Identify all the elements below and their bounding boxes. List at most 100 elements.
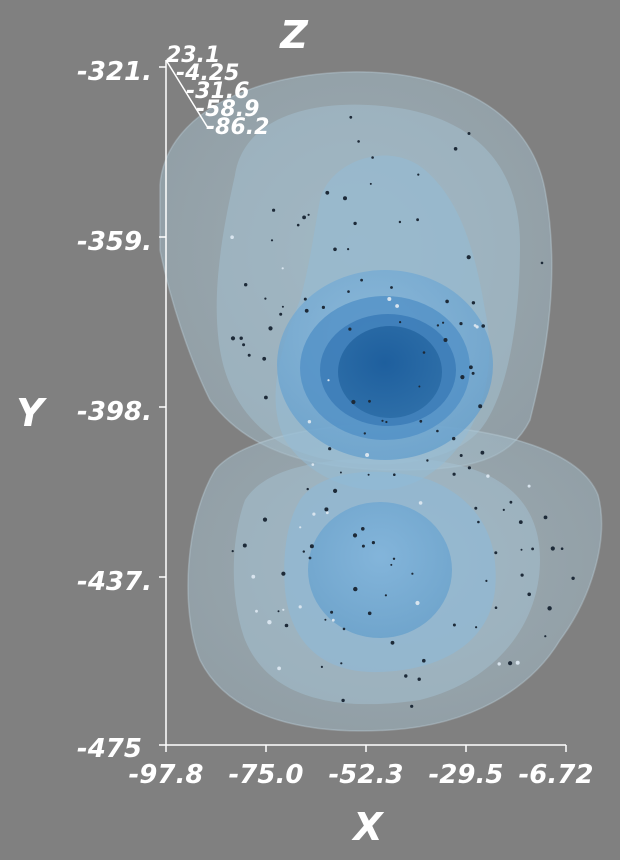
speckle-point bbox=[411, 572, 414, 575]
speckle-point bbox=[418, 501, 423, 505]
speckle-point bbox=[242, 343, 246, 347]
speckle-point bbox=[453, 147, 458, 151]
speckle-point bbox=[395, 304, 399, 308]
speckle-point bbox=[494, 551, 498, 555]
speckle-point bbox=[277, 610, 280, 613]
speckle-point bbox=[328, 447, 332, 451]
speckle-point bbox=[264, 395, 268, 400]
speckle-point bbox=[298, 605, 302, 609]
speckle-point bbox=[478, 404, 483, 409]
speckle-point bbox=[543, 515, 548, 520]
speckle-point bbox=[360, 278, 363, 282]
speckle-point bbox=[452, 623, 456, 627]
speckle-point bbox=[520, 573, 524, 577]
speckle-point bbox=[251, 574, 256, 579]
speckle-point bbox=[404, 674, 408, 678]
speckle-point bbox=[304, 308, 309, 313]
speckle-point bbox=[282, 608, 285, 611]
y-tick-label: -359. bbox=[77, 227, 152, 257]
speckle-point bbox=[515, 660, 520, 665]
speckle-point bbox=[361, 527, 365, 531]
speckle-point bbox=[452, 436, 456, 441]
speckle-point bbox=[544, 635, 547, 638]
speckle-point bbox=[369, 182, 372, 185]
speckle-point bbox=[268, 326, 273, 331]
speckle-point bbox=[419, 419, 423, 423]
speckle-point bbox=[442, 321, 445, 324]
speckle-point bbox=[531, 547, 534, 551]
speckle-point bbox=[494, 606, 498, 609]
speckle-point bbox=[324, 507, 329, 512]
speckle-point bbox=[302, 550, 305, 553]
speckle-point bbox=[341, 698, 345, 703]
speckle-point bbox=[272, 208, 276, 212]
speckle-point bbox=[467, 466, 471, 470]
speckle-point bbox=[302, 215, 306, 220]
speckle-point bbox=[306, 487, 309, 491]
speckle-point bbox=[281, 571, 286, 576]
speckle-point bbox=[392, 557, 396, 560]
y-tick-label: -475 bbox=[77, 734, 142, 764]
y-tick-label: -321. bbox=[77, 57, 152, 87]
speckle-point bbox=[262, 356, 267, 361]
speckle-point bbox=[325, 511, 329, 515]
speckle-point bbox=[284, 623, 289, 628]
speckle-point bbox=[550, 546, 555, 551]
speckle-point bbox=[361, 544, 365, 548]
z-tick-label: -86.2 bbox=[206, 115, 269, 140]
x-tick-label: -52.3 bbox=[329, 760, 404, 790]
speckle-point bbox=[436, 429, 439, 433]
speckle-point bbox=[264, 297, 267, 300]
speckle-point bbox=[231, 550, 234, 553]
speckle-point bbox=[349, 115, 353, 119]
speckle-point bbox=[281, 305, 284, 308]
speckle-point bbox=[436, 324, 440, 327]
speckle-point bbox=[230, 235, 234, 239]
speckle-point bbox=[485, 579, 488, 583]
speckle-point bbox=[309, 544, 314, 549]
speckle-point bbox=[390, 563, 393, 566]
speckle-point bbox=[239, 336, 243, 340]
speckle-point bbox=[426, 459, 429, 462]
speckle-point bbox=[324, 618, 327, 621]
speckle-point bbox=[277, 666, 281, 671]
y-tick-marks bbox=[159, 66, 166, 746]
speckle-point bbox=[352, 533, 358, 538]
speckle-point bbox=[540, 261, 544, 265]
speckle-point bbox=[307, 213, 310, 216]
z-tick-label: 23.1 bbox=[166, 43, 220, 68]
x-tick-marks bbox=[165, 745, 567, 752]
speckle-point bbox=[547, 606, 552, 611]
speckle-point bbox=[343, 196, 347, 201]
speckle-point bbox=[367, 611, 372, 616]
speckle-point bbox=[325, 190, 330, 195]
speckle-point bbox=[312, 512, 316, 516]
speckle-point bbox=[422, 351, 426, 354]
isosurface-core-upper bbox=[338, 326, 442, 418]
speckle-point bbox=[459, 454, 463, 457]
z-tick-label: -4.25 bbox=[176, 61, 239, 86]
speckle-point bbox=[381, 419, 384, 422]
speckle-point bbox=[418, 385, 421, 388]
speckle-point bbox=[417, 677, 421, 681]
speckle-point bbox=[399, 321, 402, 324]
speckle-point bbox=[320, 665, 323, 669]
speckle-point bbox=[497, 662, 501, 666]
speckle-point bbox=[422, 658, 426, 663]
z-axis-line bbox=[165, 59, 209, 129]
speckle-point bbox=[342, 627, 346, 631]
speckle-point bbox=[311, 463, 315, 466]
speckle-point bbox=[520, 548, 523, 551]
speckle-point bbox=[368, 399, 371, 403]
x-tick-label: -75.0 bbox=[229, 760, 304, 790]
speckle-point bbox=[247, 353, 251, 357]
speckle-point bbox=[255, 609, 258, 613]
speckle-point bbox=[471, 301, 476, 305]
speckle-point bbox=[347, 290, 350, 293]
speckle-point bbox=[387, 297, 392, 301]
speckle-point bbox=[281, 267, 284, 270]
speckle-point bbox=[560, 547, 564, 550]
speckle-point bbox=[390, 286, 393, 289]
speckle-point bbox=[477, 520, 480, 524]
speckle-point bbox=[353, 586, 358, 592]
